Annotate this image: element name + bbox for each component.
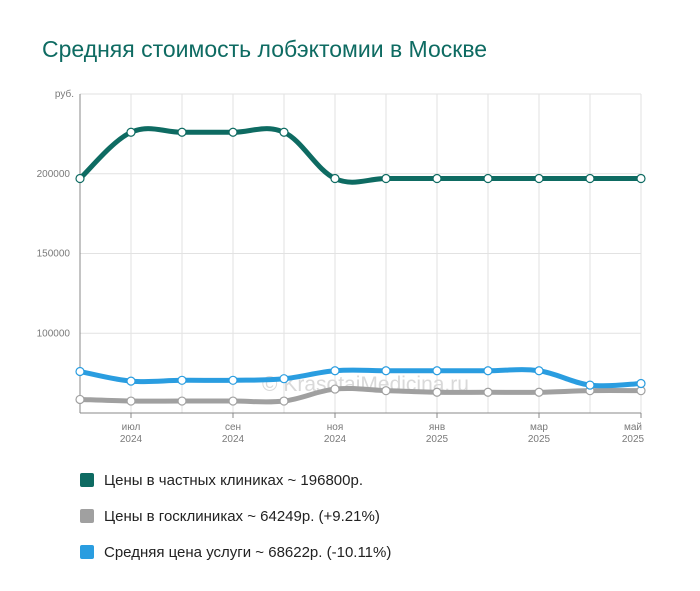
legend-label-average: Средняя цена услуги ~ 68622р. (-10.11%) xyxy=(104,543,392,561)
data-point-private[interactable] xyxy=(636,173,646,184)
legend-swatch-average xyxy=(80,545,94,559)
data-point-average[interactable] xyxy=(432,366,442,376)
data-point-average[interactable] xyxy=(585,380,595,390)
data-point-private[interactable] xyxy=(585,173,595,184)
data-point-private[interactable] xyxy=(534,173,544,184)
x-tick-label-month: янв xyxy=(429,422,445,433)
data-point-state[interactable] xyxy=(75,394,85,405)
x-tick-label-year: 2025 xyxy=(426,434,449,445)
x-tick-label-year: 2025 xyxy=(622,434,645,445)
points-layer xyxy=(75,127,646,406)
legend-swatch-private xyxy=(80,473,94,487)
y-tick-label: 100000 xyxy=(37,328,71,339)
axes: 100000150000200000руб.июл2024сен2024ноя2… xyxy=(37,88,645,445)
data-point-private[interactable] xyxy=(228,127,238,137)
data-point-average[interactable] xyxy=(381,366,391,376)
data-point-state[interactable] xyxy=(177,396,187,406)
y-axis-unit: руб. xyxy=(55,88,74,100)
data-point-private[interactable] xyxy=(381,173,391,184)
data-point-private[interactable] xyxy=(177,127,187,137)
data-point-state[interactable] xyxy=(228,396,238,406)
series-layer xyxy=(77,126,644,405)
data-point-state[interactable] xyxy=(534,387,544,397)
line-chart: 100000150000200000руб.июл2024сен2024ноя2… xyxy=(37,88,646,445)
legend-item-private[interactable]: Цены в частных клиниках ~ 196800р. xyxy=(80,462,391,498)
data-point-state[interactable] xyxy=(279,396,289,406)
x-tick-label-year: 2024 xyxy=(120,434,143,445)
legend-swatch-state xyxy=(80,509,94,523)
data-point-state[interactable] xyxy=(330,384,340,394)
chart-title: Средняя стоимость лобэктомии в Москве xyxy=(42,36,488,62)
x-tick-label-month: ноя xyxy=(327,422,344,433)
data-point-average[interactable] xyxy=(177,375,187,385)
data-point-state[interactable] xyxy=(381,386,391,396)
data-point-average[interactable] xyxy=(75,366,85,377)
data-point-state[interactable] xyxy=(483,387,493,397)
data-point-average[interactable] xyxy=(483,366,493,376)
legend-label-private: Цены в частных клиниках ~ 196800р. xyxy=(104,471,363,489)
legend-item-state[interactable]: Цены в госклиниках ~ 64249р. (+9.21%) xyxy=(80,498,391,534)
data-point-state[interactable] xyxy=(126,396,136,406)
y-tick-label: 150000 xyxy=(37,249,71,260)
x-tick-label-month: май xyxy=(624,422,642,433)
legend-label-state: Цены в госклиниках ~ 64249р. (+9.21%) xyxy=(104,507,380,525)
x-tick-label-year: 2024 xyxy=(222,434,245,445)
data-point-private[interactable] xyxy=(483,173,493,184)
x-tick-label-year: 2025 xyxy=(528,434,551,445)
data-point-private[interactable] xyxy=(432,173,442,184)
legend: Цены в частных клиниках ~ 196800р. Цены … xyxy=(80,462,391,570)
x-tick-label-year: 2024 xyxy=(324,434,347,445)
x-tick-label-month: июл xyxy=(122,422,141,433)
data-point-private[interactable] xyxy=(279,127,289,137)
x-tick-label-month: сен xyxy=(225,422,241,433)
data-point-average[interactable] xyxy=(636,378,646,389)
data-point-average[interactable] xyxy=(534,366,544,376)
legend-item-average[interactable]: Средняя цена услуги ~ 68622р. (-10.11%) xyxy=(80,534,391,570)
data-point-average[interactable] xyxy=(126,376,136,386)
data-point-private[interactable] xyxy=(126,127,136,137)
grid-lines xyxy=(79,93,642,413)
data-point-average[interactable] xyxy=(279,374,289,384)
data-point-average[interactable] xyxy=(330,366,340,376)
data-point-private[interactable] xyxy=(75,173,85,184)
data-point-average[interactable] xyxy=(228,375,238,385)
x-tick-label-month: мар xyxy=(530,422,548,433)
data-point-state[interactable] xyxy=(432,387,442,397)
y-tick-label: 200000 xyxy=(37,169,71,180)
data-point-private[interactable] xyxy=(330,173,340,184)
